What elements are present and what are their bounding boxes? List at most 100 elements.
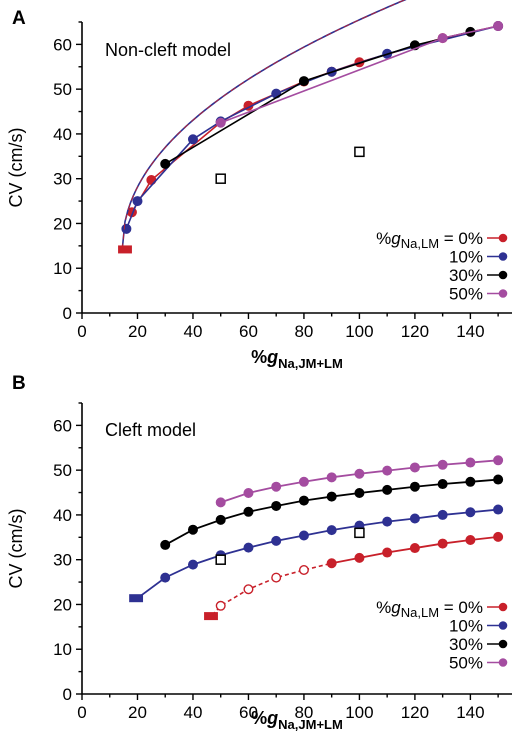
- y-tick-label: 0: [63, 685, 72, 704]
- x-tick-label: 140: [456, 322, 484, 341]
- x-label-g: g: [266, 347, 278, 367]
- data-point: [409, 543, 420, 554]
- data-point: [493, 504, 504, 515]
- data-point: [215, 600, 226, 611]
- threshold-marker: [118, 245, 132, 254]
- open-square-marker: [215, 554, 226, 565]
- legend-g: g: [391, 229, 401, 248]
- x-tick-label: 0: [77, 703, 86, 722]
- data-point: [437, 538, 448, 549]
- data-point: [437, 33, 448, 44]
- data-point: [382, 484, 393, 495]
- legend-sub: Na,LM: [401, 236, 439, 251]
- x-tick-label: 60: [239, 703, 258, 722]
- data-point: [271, 572, 282, 583]
- data-point: [160, 572, 171, 583]
- data-point: [326, 525, 337, 536]
- y-axis-label: CV (cm/s): [6, 509, 26, 589]
- legend-eq: = 0%: [439, 229, 483, 248]
- series-10pct: [136, 504, 504, 599]
- legend-label: 30%: [449, 635, 483, 654]
- data-point: [271, 535, 282, 546]
- legend-swatch-marker: [498, 289, 508, 298]
- x-tick-label: 20: [128, 322, 147, 341]
- open-square-marker: [354, 146, 365, 158]
- legend-entry: %gNa,LM = 0%: [376, 598, 508, 620]
- data-point: [215, 514, 226, 525]
- y-tick-label: 10: [53, 259, 72, 278]
- legend-swatch-marker: [498, 639, 508, 649]
- x-label-sub: Na,JM+LM: [278, 717, 343, 732]
- data-point: [493, 21, 504, 32]
- legend-sub: Na,LM: [401, 605, 439, 620]
- data-point: [382, 465, 393, 476]
- data-point: [354, 552, 365, 563]
- series-dashed-line: [211, 562, 332, 616]
- y-tick-label: 20: [53, 595, 72, 614]
- y-tick-label: 30: [53, 170, 72, 189]
- chart-panel-b: 0 20 40 60 80 100 120 140 0 10 20 30 40 50 60 B Cleft mo…: [6, 373, 512, 732]
- data-point: [298, 564, 309, 575]
- data-point: [465, 507, 476, 518]
- series-30pct: [160, 474, 504, 550]
- x-tick-label: 20: [128, 703, 147, 722]
- legend-entry: 10%: [449, 617, 508, 636]
- legend-entry: 30%: [449, 266, 508, 285]
- y-tick-label: 50: [53, 80, 72, 99]
- chart-title: Non-cleft model: [105, 40, 231, 60]
- y-tick-label: 30: [53, 551, 72, 570]
- data-point: [298, 76, 309, 87]
- data-point: [271, 500, 282, 511]
- legend-entry: 30%: [449, 635, 508, 654]
- legend-label: 30%: [449, 266, 483, 285]
- data-point: [465, 457, 476, 468]
- legend-entry: 10%: [449, 248, 508, 267]
- y-tick-label: 40: [53, 506, 72, 525]
- legend-swatch-marker: [498, 252, 508, 261]
- x-axis-label: %gNa,JM+LM: [251, 708, 343, 732]
- data-point: [187, 559, 198, 570]
- data-point: [243, 542, 254, 553]
- open-square-marker: [354, 527, 365, 539]
- x-tick-label: 80: [294, 703, 313, 722]
- data-point: [465, 534, 476, 545]
- x-label-sub: Na,JM+LM: [278, 356, 343, 371]
- legend-eq: = 0%: [439, 598, 483, 617]
- chart-panel-a: 0 20 40 60 80 100 120 140 0 10 20 30 40 50 60 A Non-clef…: [6, 0, 512, 371]
- data-point: [409, 481, 420, 492]
- x-tick-label: 80: [294, 322, 313, 341]
- data-point: [493, 455, 504, 466]
- y-tick-label: 60: [53, 416, 72, 435]
- legend-entry: %gNa,LM = 0%: [376, 229, 508, 251]
- shared-curve-overlay: [121, 0, 406, 250]
- data-point: [437, 459, 448, 470]
- data-point: [132, 196, 143, 207]
- x-tick-label: 40: [184, 322, 203, 341]
- legend-g: g: [391, 598, 401, 617]
- data-point: [187, 524, 198, 535]
- y-tick-label: 0: [63, 304, 72, 323]
- data-point: [326, 558, 337, 569]
- x-tick-label: 120: [401, 322, 429, 341]
- x-tick-label: 40: [184, 703, 203, 722]
- series-0pct: [211, 531, 504, 616]
- x-tick-label: 0: [77, 322, 86, 341]
- legend-swatch-marker: [498, 233, 508, 243]
- y-tick-label: 40: [53, 125, 72, 144]
- x-tick-label: 60: [239, 322, 258, 341]
- data-point: [215, 497, 226, 508]
- data-point: [493, 474, 504, 485]
- legend-label: %gNa,LM = 0%: [376, 598, 483, 620]
- threshold-marker: [129, 594, 144, 603]
- legend-prefix: %: [376, 598, 391, 617]
- data-point: [354, 468, 365, 479]
- y-tick-label: 60: [53, 35, 72, 54]
- data-point: [298, 530, 309, 541]
- legend-swatch-marker: [498, 270, 508, 280]
- data-point: [354, 487, 365, 498]
- data-point: [409, 462, 420, 473]
- legend-label: %gNa,LM = 0%: [376, 229, 483, 251]
- series-50pct: [215, 455, 504, 508]
- data-point: [437, 479, 448, 490]
